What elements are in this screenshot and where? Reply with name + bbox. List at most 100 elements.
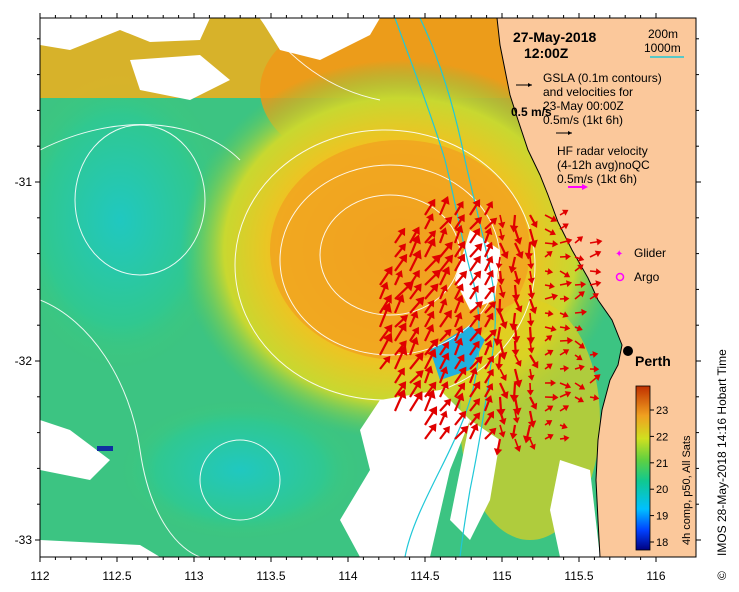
hf-velocity-arrowhead [495,263,503,269]
cool-water-west [40,70,230,370]
hf-velocity-arrowhead [488,427,497,436]
x-tick-label: 112.5 [102,569,131,583]
hf-velocity-arrowhead [427,299,435,308]
colorbar-tick-label: 18 [656,537,668,549]
hf-velocity-arrowhead [489,217,498,226]
hf-velocity-arrowhead [527,277,535,284]
hf-velocity-arrowhead [497,278,505,286]
hf-velocity-arrowhead [431,254,442,264]
hf-velocity-arrowhead [578,383,586,390]
hf-velocity-arrowhead [563,435,570,442]
hf-velocity-arrowhead [457,214,465,223]
hf-velocity-arrowhead [472,381,481,390]
hf-velocity-arrowhead [412,249,422,260]
hf-velocity-arrowhead [484,340,493,348]
hf-velocity-arrowhead [444,241,453,251]
x-tick-label: 115.5 [564,569,593,583]
glider-marker-icon: ✦ [615,249,623,260]
hf-velocity-arrowhead [526,389,534,396]
hf-velocity-arrowhead [444,216,453,225]
hf-velocity-arrowhead [562,209,569,216]
hf-velocity-arrowhead [472,398,481,406]
hf-velocity-arrowhead [527,292,536,300]
x-axis: 112 112.5 113 113.5 114 114.5 115 115.5 116 [30,13,666,583]
hf-velocity-arrowhead [529,306,538,315]
hf-velocity-arrowhead [592,293,599,300]
hf-velocity-arrowhead [429,283,439,293]
hf-velocity-arrowhead [581,308,588,316]
hf-velocity-arrowhead [547,433,554,440]
hf-velocity-arrowhead [456,253,466,263]
depth-legend-1000m: 1000m [644,41,681,55]
hf-velocity-arrowhead [511,294,521,302]
hf-velocity-arrowhead [398,340,407,349]
hf-radar-arrows [378,196,603,456]
hf-velocity-arrowhead [565,280,573,288]
hf-velocity-arrowhead [509,323,519,331]
hf-velocity-arrowhead [486,368,494,377]
hf-velocity-arrowhead [499,321,508,329]
hf-velocity-arrowhead [441,341,449,350]
hf-velocity-arrowhead [489,329,497,337]
hf-velocity-arrowhead [424,365,434,374]
hf-velocity-arrowhead [578,255,585,262]
hf-velocity-arrowhead [431,269,442,279]
hf-velocity-arrowhead [398,243,406,252]
hf-velocity-arrowhead [549,229,556,236]
x-tick-label: 116 [646,569,665,583]
x-tick-label: 113.5 [256,569,285,583]
y-tick-label: -33 [15,533,33,547]
hf-velocity-arrowhead [562,223,569,230]
hf-velocity-arrowhead [471,285,479,294]
hf-velocity-arrowhead [413,391,423,402]
hf-velocity-arrowhead [545,420,553,427]
hf-velocity-arrowhead [457,382,466,391]
hf-velocity-arrowhead [396,345,408,356]
hf-velocity-arrowhead [440,381,449,390]
hf-velocity-arrowhead [513,278,522,286]
hf-velocity-arrowhead [527,263,535,270]
gsla-legend-line2: and velocities for [543,85,633,99]
hf-velocity-arrowhead [485,255,494,264]
hf-velocity-arrowhead [547,349,554,356]
hf-velocity-arrowhead [511,349,520,356]
hf-velocity-arrowhead [546,405,554,412]
hf-velocity-arrowhead [428,381,437,391]
hf-velocity-arrowhead [484,227,493,236]
hf-velocity-arrowhead [456,200,464,209]
hf-velocity-arrowhead [512,407,522,416]
hf-velocity-arrowhead [488,301,497,309]
copyright-mark: © [715,571,729,580]
hf-velocity-arrowhead [527,374,535,381]
colorbar-tick-label: 21 [656,458,668,470]
hf-velocity-arrowhead [458,366,467,376]
velocity-scale-label: 0.5 m/s [511,105,552,119]
hf-velocity-arrowhead [458,410,467,420]
hf-velocity-arrowhead [592,351,599,358]
hf-velocity-arrowhead [500,374,507,382]
hf-velocity-arrowhead [500,390,509,400]
hf-velocity-arrowhead [396,389,407,399]
hf-velocity-arrowhead [548,282,555,290]
hf-velocity-arrowhead [397,227,406,237]
hf-velocity-arrowhead [444,254,454,264]
hf-velocity-arrowhead [547,268,554,275]
perth-label: Perth [635,353,671,369]
gsla-legend-line3: 23-May 00:00Z [543,99,624,113]
x-tick-label: 113 [184,569,203,583]
hf-velocity-arrowhead [500,250,509,260]
hf-velocity-arrowhead [515,359,522,367]
hf-velocity-arrowhead [515,305,523,313]
hf-velocity-arrowhead [398,253,408,264]
hf-velocity-arrowhead [531,360,539,369]
glider-label: Glider [634,246,666,260]
hf-velocity-arrowhead [486,269,494,278]
hf-velocity-arrowhead [395,294,405,303]
hf-velocity-arrowhead [456,283,464,292]
hf-velocity-arrowhead [473,313,481,322]
hf-velocity-arrowhead [509,432,518,440]
hf-velocity-arrowhead [487,285,495,294]
hf-velocity-arrowhead [440,410,448,419]
hf-velocity-arrowhead [551,293,559,301]
